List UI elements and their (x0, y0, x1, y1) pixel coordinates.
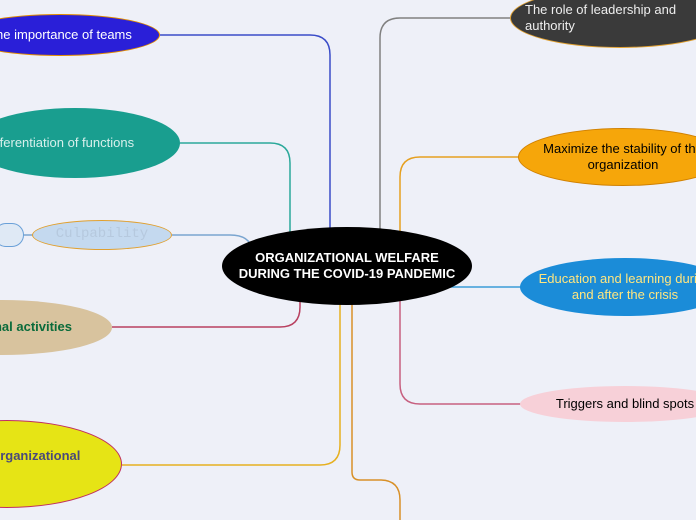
node-differentiation[interactable]: Differentiation of functions (0, 108, 180, 178)
node-triggers-label: Triggers and blind spots (556, 396, 694, 412)
node-culpability[interactable]: Culpability (32, 220, 172, 250)
node-culpability-label: Culpability (56, 226, 148, 244)
node-leadership[interactable]: The role of leadership and authority (510, 0, 696, 48)
node-stability[interactable]: Maximize the stability of the organizati… (518, 128, 696, 186)
node-defense[interactable]: Personal and organizational defense (0, 420, 122, 508)
center-node[interactable]: ORGANIZATIONAL WELFARE DURING THE COVID-… (222, 227, 472, 305)
node-org-activities[interactable]: Organizational activities (0, 300, 112, 355)
connector-leader (380, 18, 520, 230)
connector-diff (180, 143, 290, 240)
node-teams-label: The importance of teams (0, 27, 132, 43)
node-leadership-label: The role of leadership and authority (525, 2, 696, 35)
node-triggers[interactable]: Triggers and blind spots (520, 386, 696, 422)
connector-teams (160, 35, 330, 230)
node-stability-label: Maximize the stability of the organizati… (533, 141, 696, 174)
node-culpability-child[interactable] (0, 223, 24, 247)
node-defense-label: Personal and organizational defense (0, 448, 81, 481)
node-education[interactable]: Education and learning during and after … (520, 258, 696, 316)
connector-stability (400, 157, 520, 235)
connector-defense (122, 295, 340, 465)
node-org-activities-label: Organizational activities (0, 319, 72, 335)
node-teams[interactable]: The importance of teams (0, 14, 160, 56)
connector-bottom-extra (352, 300, 400, 520)
node-differentiation-label: Differentiation of functions (0, 135, 134, 151)
connector-triggers (400, 295, 522, 404)
node-education-label: Education and learning during and after … (534, 271, 696, 304)
center-label: ORGANIZATIONAL WELFARE DURING THE COVID-… (236, 250, 458, 283)
